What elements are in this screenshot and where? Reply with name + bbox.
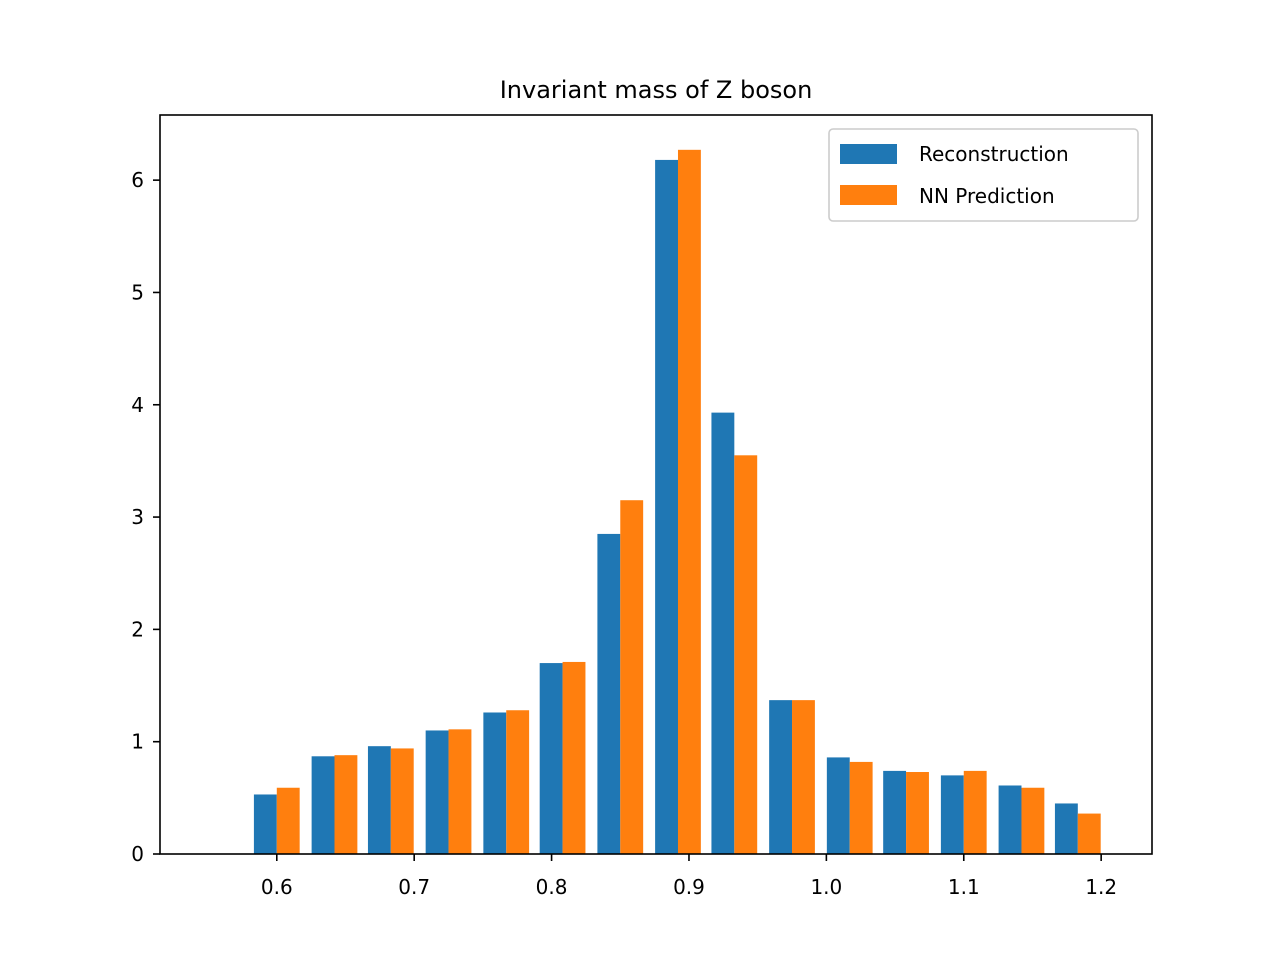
- legend: Reconstruction NN Prediction: [828, 128, 1139, 222]
- bar-nn-prediction-14: [1077, 813, 1101, 854]
- y-tick-label-0: 0: [131, 842, 144, 866]
- bar-reconstruction-10: [826, 757, 850, 854]
- legend-frame: [828, 128, 1139, 222]
- bars-layer: [253, 149, 1101, 855]
- y-tick-label-1: 1: [131, 730, 144, 754]
- legend-swatch-nn-prediction: [840, 185, 897, 205]
- bar-reconstruction-13: [998, 785, 1022, 854]
- bar-nn-prediction-7: [677, 149, 701, 854]
- y-tick-label-3: 3: [131, 505, 144, 529]
- bar-reconstruction-7: [655, 159, 678, 855]
- bar-nn-prediction-3: [448, 729, 472, 854]
- bar-reconstruction-11: [883, 770, 907, 854]
- bar-reconstruction-12: [940, 775, 964, 854]
- bar-nn-prediction-9: [792, 700, 815, 854]
- bar-reconstruction-0: [253, 794, 277, 854]
- x-tick-label-4: 1.0: [810, 875, 842, 899]
- legend-swatch-reconstruction: [840, 144, 897, 164]
- bar-reconstruction-6: [597, 533, 621, 854]
- bar-nn-prediction-10: [849, 761, 873, 854]
- legend-label-nn-prediction: NN Prediction: [919, 184, 1055, 208]
- bar-nn-prediction-6: [620, 500, 644, 854]
- x-tick-label-1: 0.7: [398, 875, 430, 899]
- x-tick-label-3: 0.9: [673, 875, 705, 899]
- y-tick-label-4: 4: [131, 393, 144, 417]
- bar-reconstruction-3: [425, 730, 449, 854]
- bar-nn-prediction-2: [390, 748, 414, 854]
- x-tick-label-6: 1.2: [1085, 875, 1117, 899]
- bar-reconstruction-1: [311, 756, 335, 854]
- x-tick-label-0: 0.6: [261, 875, 293, 899]
- bar-nn-prediction-1: [334, 755, 358, 854]
- bar-reconstruction-2: [367, 746, 391, 854]
- x-axis: 0.6 0.7 0.8 0.9 1.0 1.1 1.2: [261, 854, 1117, 899]
- bar-reconstruction-8: [711, 412, 735, 854]
- bar-nn-prediction-0: [276, 787, 300, 854]
- bar-reconstruction-14: [1054, 803, 1078, 854]
- y-axis: 0 1 2 3 4 5 6: [131, 168, 160, 866]
- plot-frame: [159, 114, 1153, 855]
- bar-nn-prediction-5: [562, 661, 586, 854]
- y-tick-label-2: 2: [131, 617, 144, 641]
- bar-nn-prediction-11: [906, 772, 929, 854]
- bar-nn-prediction-8: [734, 455, 758, 854]
- x-tick-label-5: 1.1: [948, 875, 980, 899]
- bar-nn-prediction-4: [506, 710, 530, 854]
- y-tick-label-6: 6: [131, 168, 144, 192]
- bar-reconstruction-5: [539, 663, 563, 854]
- bar-nn-prediction-13: [1021, 787, 1045, 854]
- bar-reconstruction-9: [769, 700, 793, 854]
- y-tick-label-5: 5: [131, 280, 144, 304]
- bar-nn-prediction-12: [963, 770, 987, 854]
- bar-reconstruction-4: [483, 712, 507, 854]
- chart-title: Invariant mass of Z boson: [500, 76, 813, 104]
- x-tick-label-2: 0.8: [536, 875, 568, 899]
- legend-label-reconstruction: Reconstruction: [919, 142, 1069, 166]
